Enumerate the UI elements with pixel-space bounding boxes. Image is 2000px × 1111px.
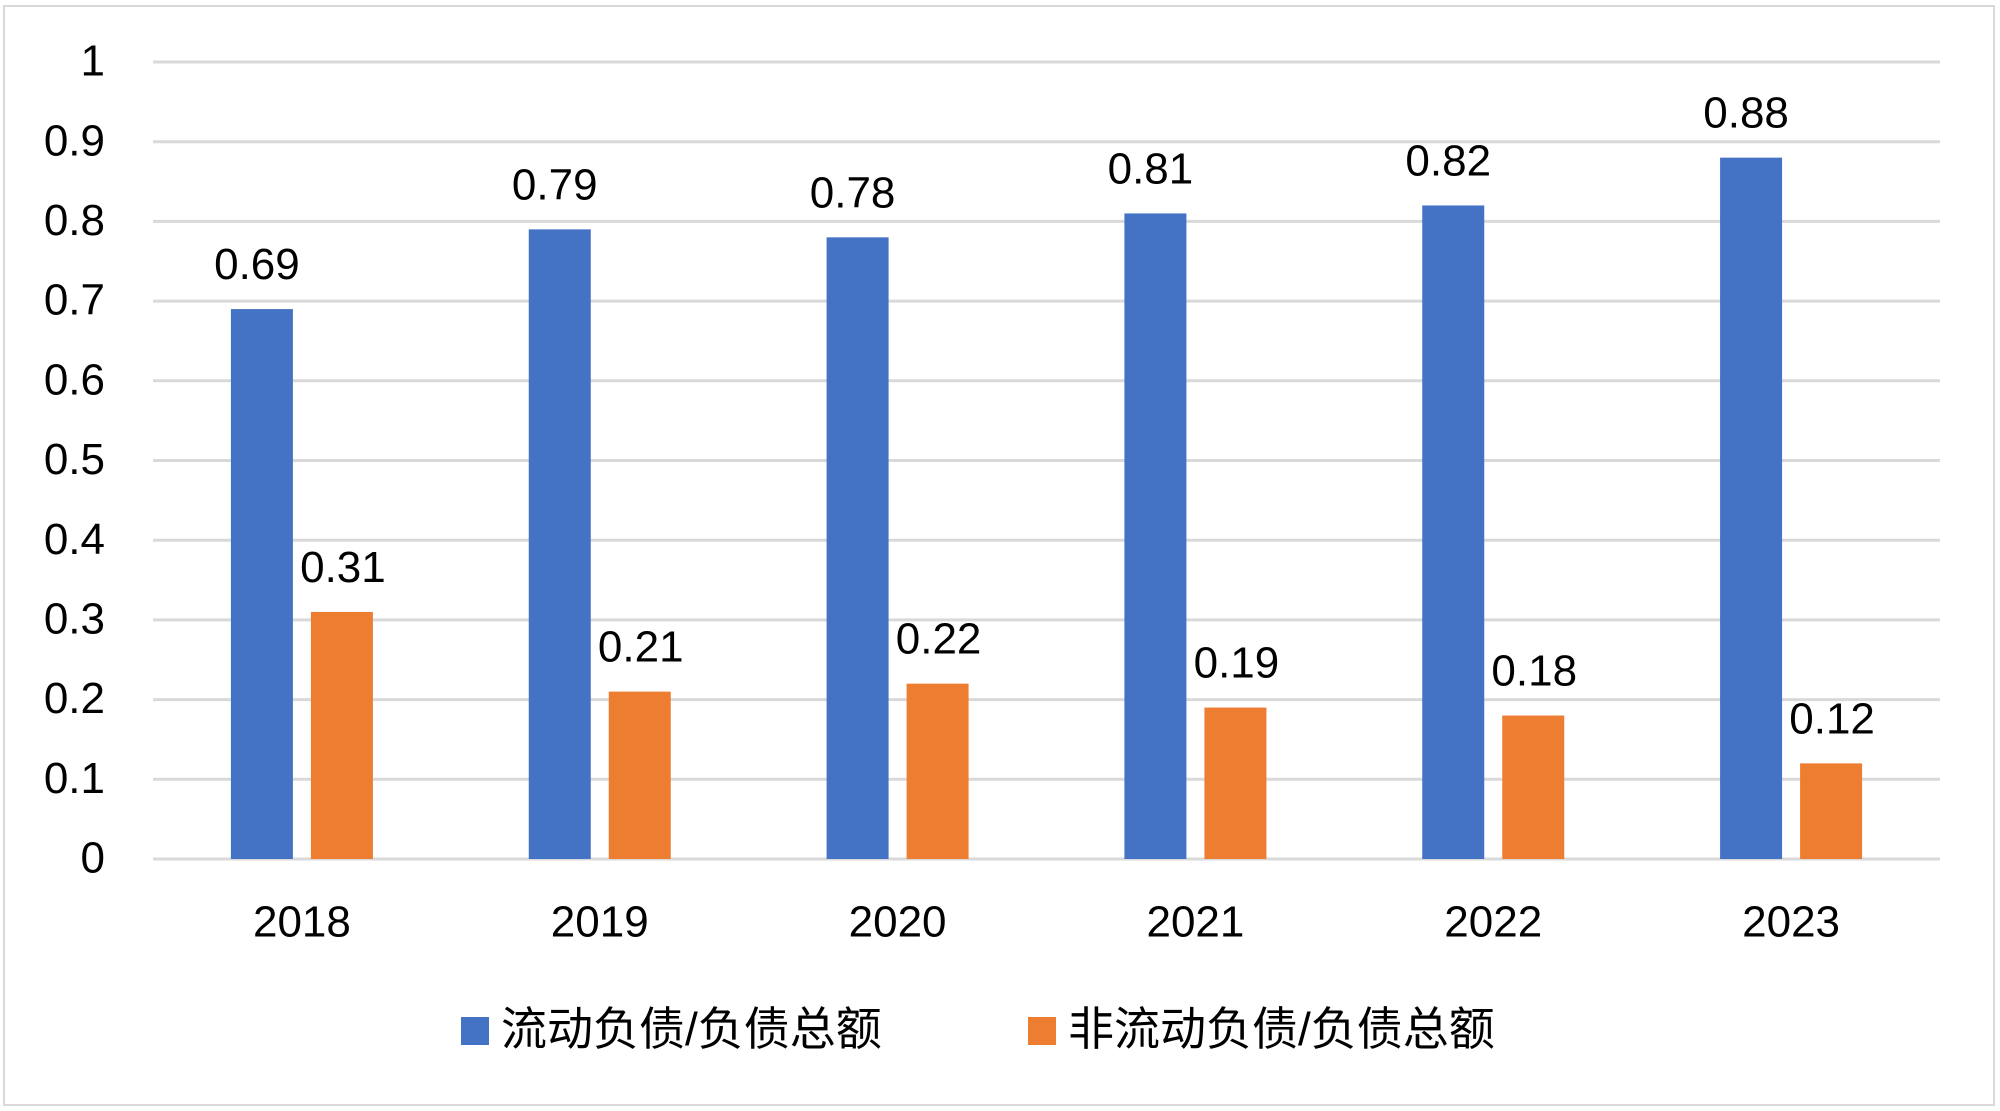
- bar-current-2023: [1720, 157, 1783, 859]
- legend-swatch: [461, 1017, 489, 1045]
- gridlines: [153, 60, 1940, 861]
- y-tick-label: 0.5: [44, 435, 105, 484]
- data-label: 0.12: [1789, 694, 1875, 743]
- data-label: 0.22: [896, 615, 982, 664]
- bar-current-2022: [1422, 205, 1485, 859]
- bar-noncurrent-2023: [1800, 763, 1863, 859]
- data-label: 0.19: [1194, 639, 1280, 688]
- bar-current-2021: [1124, 213, 1187, 859]
- y-tick-label: 0.3: [44, 595, 105, 644]
- chart-frame: 0 0.1 0.2 0.3 0.4 0.5 0.6 0.7 0.8 0.9 1 0.69 0.31 0.…: [3, 5, 1995, 1106]
- y-tick-label: 0: [81, 834, 105, 883]
- bar-noncurrent-2019: [608, 691, 671, 859]
- legend-label: 流动负债/负债总额: [501, 1003, 882, 1055]
- y-tick-label: 0.1: [44, 754, 105, 803]
- data-label: 0.69: [214, 240, 300, 289]
- bar-noncurrent-2022: [1502, 715, 1565, 859]
- data-label: 0.88: [1703, 89, 1789, 138]
- data-label: 0.78: [810, 168, 896, 217]
- x-axis-tick-labels: 2018 2019 2020 2021 2022 2023: [253, 898, 1840, 947]
- y-tick-label: 0.8: [44, 196, 105, 245]
- x-tick-label: 2021: [1146, 898, 1244, 947]
- bar-noncurrent-2021: [1204, 707, 1267, 859]
- y-tick-label: 0.6: [44, 355, 105, 404]
- bar-current-2018: [230, 309, 293, 859]
- bar-noncurrent-2020: [906, 683, 969, 859]
- y-tick-label: 0.7: [44, 276, 105, 325]
- bar-noncurrent-2018: [310, 611, 373, 859]
- x-tick-label: 2018: [253, 898, 351, 947]
- data-label: 0.82: [1405, 136, 1491, 185]
- legend: 流动负债/负债总额 非流动负债/负债总额: [461, 1003, 1495, 1055]
- data-label: 0.79: [512, 160, 598, 209]
- bars: [230, 157, 1863, 860]
- x-tick-label: 2023: [1742, 898, 1840, 947]
- y-tick-label: 0.9: [44, 116, 105, 165]
- x-tick-label: 2019: [551, 898, 649, 947]
- legend-label: 非流动负债/负债总额: [1068, 1003, 1495, 1055]
- legend-swatch: [1028, 1017, 1056, 1045]
- bar-chart: 00.10.20.30.40.50.60.70.80.91 0.690.310.…: [44, 37, 1940, 1055]
- data-label: 0.18: [1491, 647, 1577, 696]
- data-label: 0.31: [300, 543, 386, 592]
- bar-current-2020: [826, 237, 889, 860]
- legend-item: 流动负债/负债总额: [461, 1003, 882, 1055]
- y-axis-tick-labels: 0 0.1 0.2 0.3 0.4 0.5 0.6 0.7 0.8 0.9 1: [44, 37, 105, 883]
- y-tick-label: 1: [81, 37, 105, 86]
- x-tick-label: 2020: [849, 898, 947, 947]
- y-tick-label: 0.2: [44, 674, 105, 723]
- data-label: 0.21: [598, 623, 684, 672]
- legend-item: 非流动负债/负债总额: [1028, 1003, 1495, 1055]
- y-tick-label: 0.4: [44, 515, 105, 564]
- data-labels: 0.69 0.31 0.79 0.21 0.78 0.22 0.81 0.19 0.82 0.18…: [214, 89, 1875, 744]
- data-label: 0.81: [1108, 144, 1194, 193]
- bar-current-2019: [528, 229, 591, 859]
- x-tick-label: 2022: [1444, 898, 1542, 947]
